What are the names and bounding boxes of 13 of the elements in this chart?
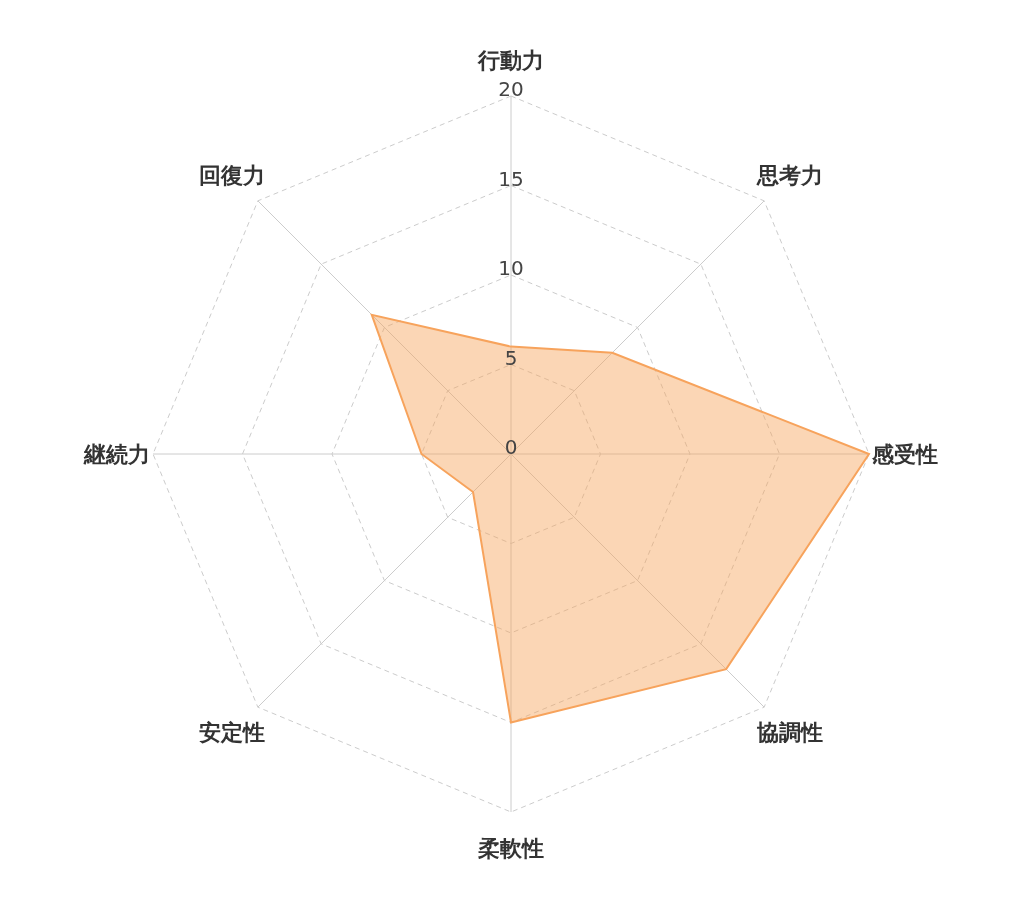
spoke-label: 回復力 (199, 162, 266, 188)
spoke-label: 思考力 (755, 162, 823, 188)
y-tick-label: 15 (498, 166, 524, 191)
y-tick-label: 10 (498, 256, 524, 280)
y-tick-label: 0 (504, 435, 518, 459)
spoke-label: 柔軟性 (477, 835, 544, 861)
spoke-label: 協調性 (755, 720, 823, 746)
spoke-label: 行動力 (477, 47, 544, 73)
spoke-label: 感受性 (871, 441, 938, 467)
spoke-label: 継続力 (83, 441, 150, 467)
y-tick-label: 20 (498, 77, 524, 101)
spoke-label: 安定性 (199, 720, 266, 746)
y-tick-label: 5 (504, 345, 518, 370)
